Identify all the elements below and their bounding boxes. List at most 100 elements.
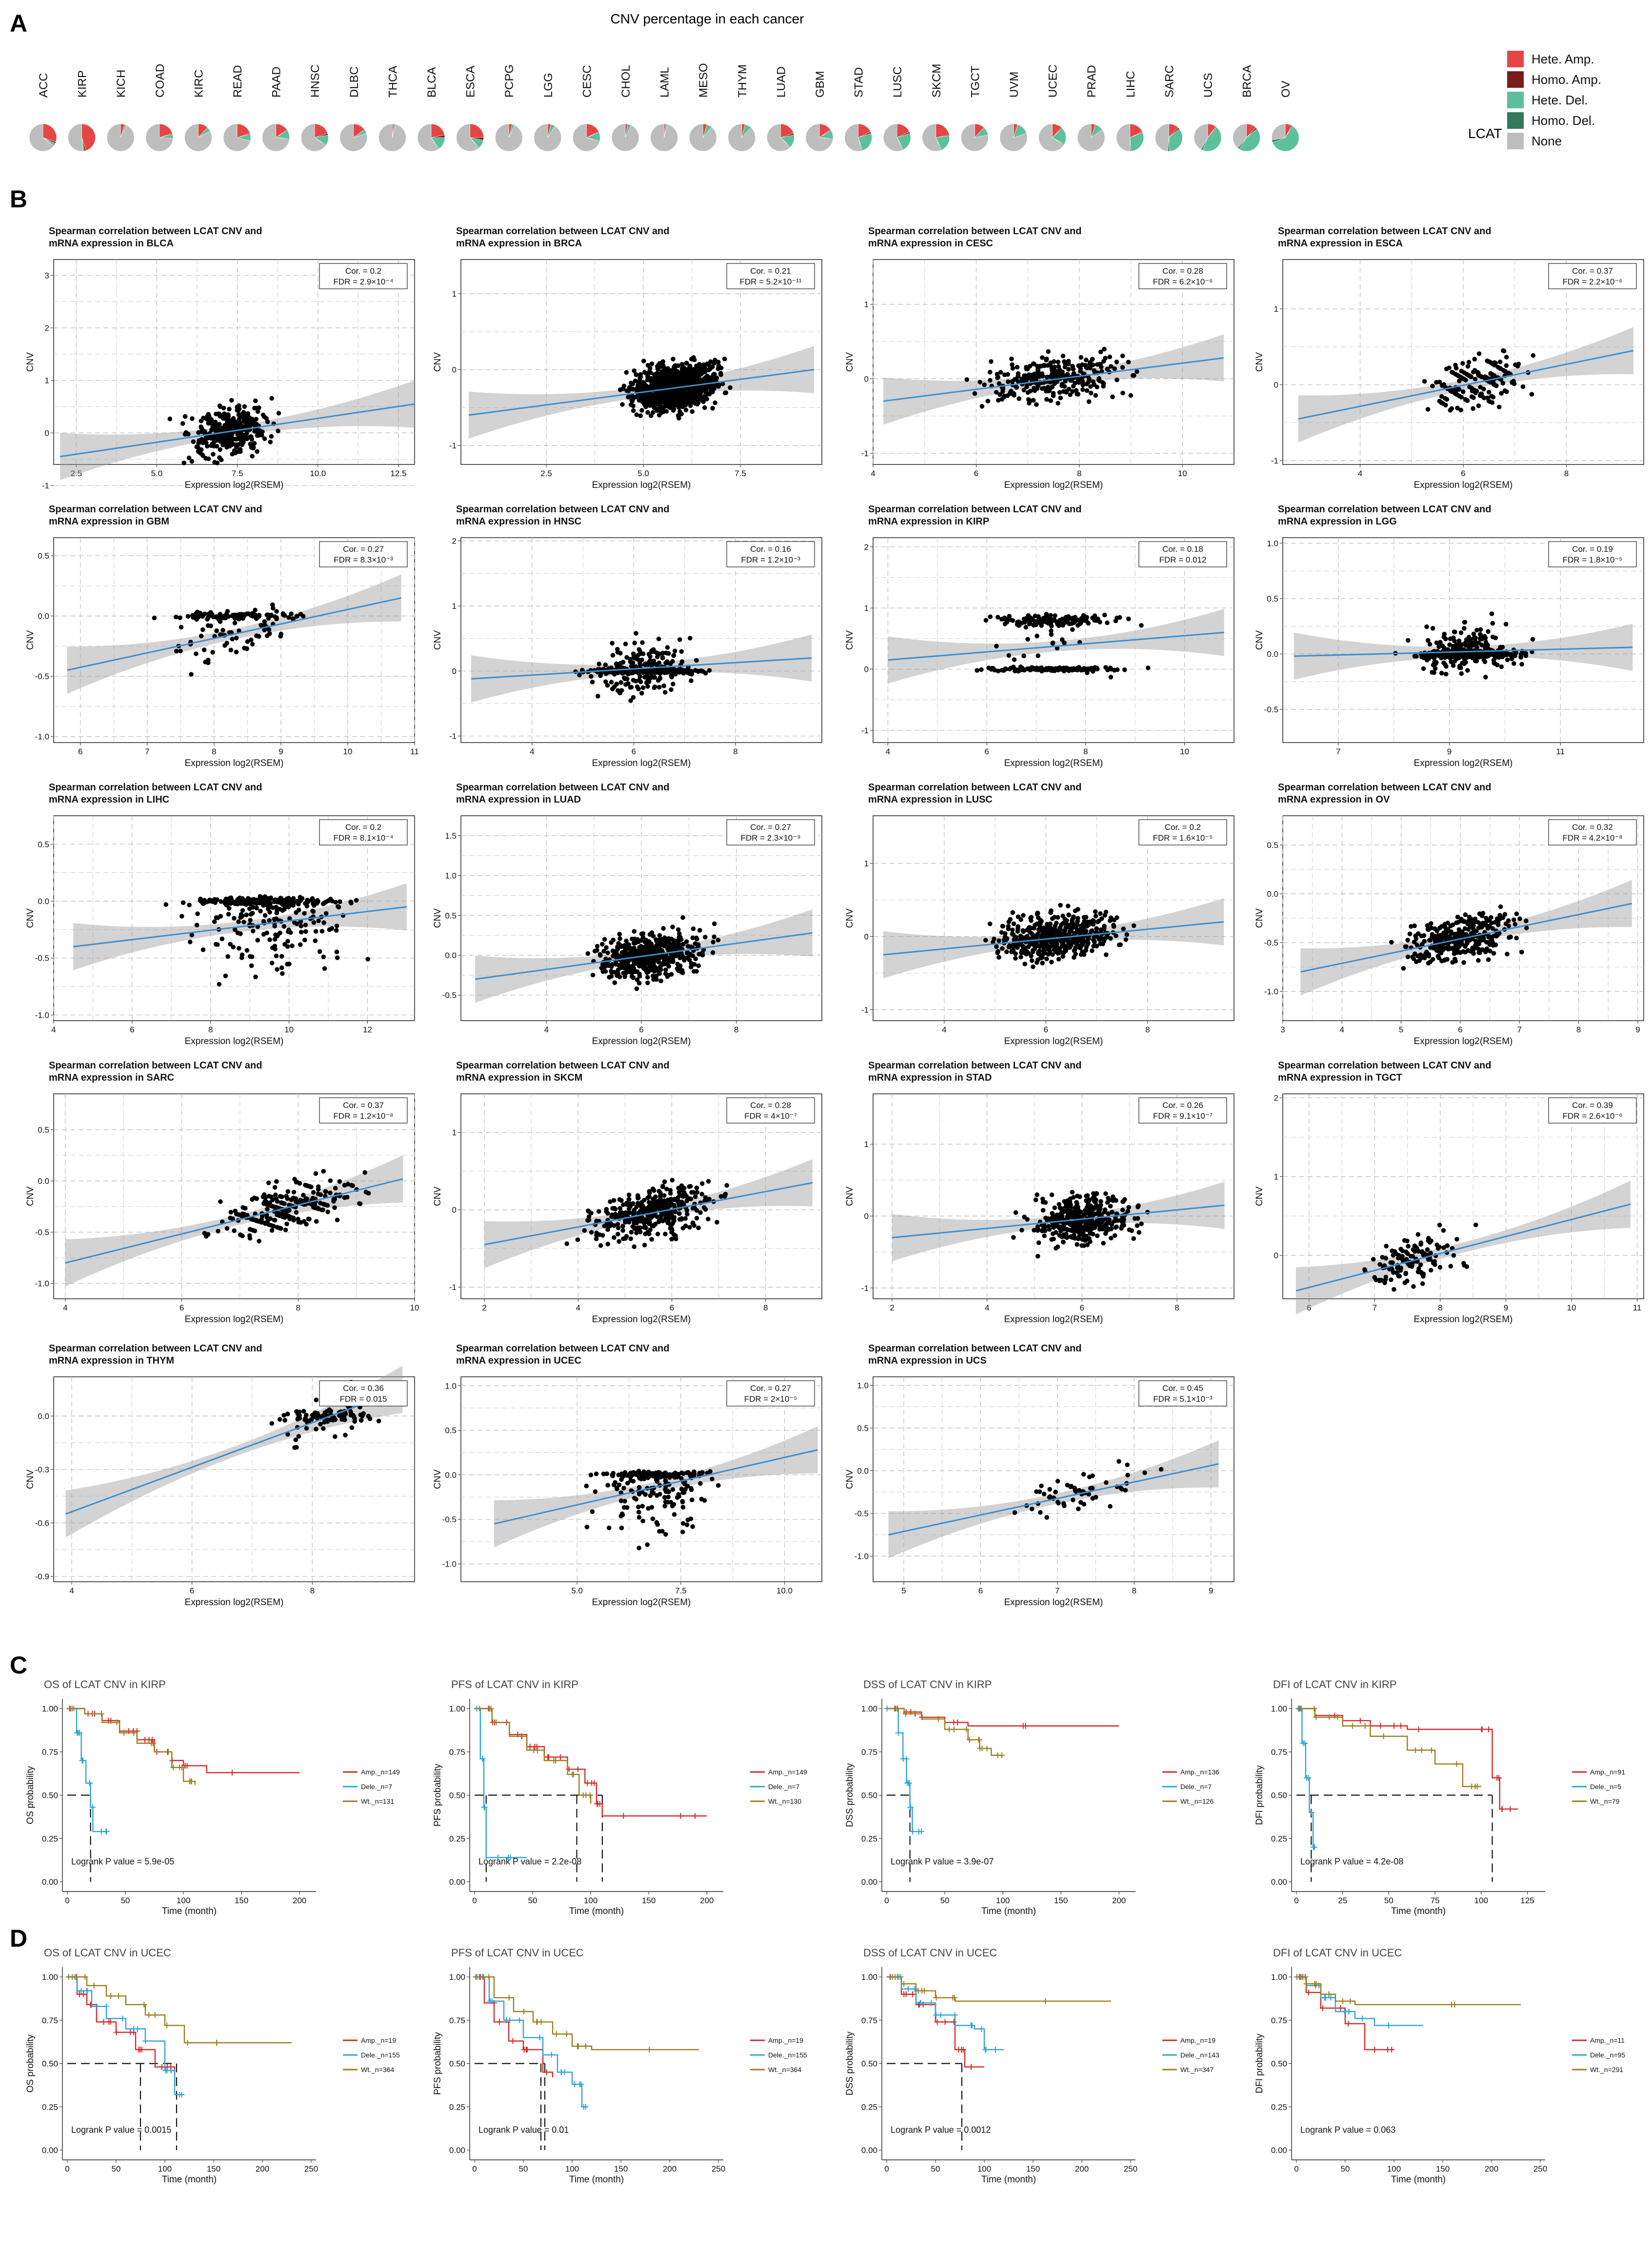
data-point [648, 395, 653, 400]
data-point [655, 400, 660, 405]
data-point [601, 965, 606, 969]
data-point [649, 413, 654, 418]
data-point [1146, 665, 1151, 670]
data-point [1075, 392, 1081, 397]
data-point [1016, 396, 1021, 401]
data-point [299, 896, 305, 901]
data-point [240, 908, 245, 913]
data-point [191, 439, 196, 444]
data-point [1078, 355, 1084, 360]
y-tick-label: 1 [1274, 304, 1278, 314]
y-tick-label: 2 [45, 323, 49, 333]
legend-label-hete-amp: Hete. Amp. [1532, 52, 1594, 66]
y-tick-label: 3 [45, 271, 49, 280]
data-point [661, 683, 666, 688]
data-point [163, 902, 169, 907]
data-point [628, 698, 633, 703]
data-point [227, 406, 232, 412]
data-point [1006, 379, 1011, 384]
data-point [194, 923, 199, 927]
data-point [249, 637, 254, 643]
data-point [1459, 368, 1464, 374]
data-point [1040, 616, 1046, 621]
data-point [693, 394, 697, 399]
y-tick-label: 2 [864, 543, 869, 552]
data-point [687, 385, 693, 391]
pie-label-meso: MESO [697, 63, 710, 98]
data-point [1085, 666, 1091, 671]
data-point [199, 633, 204, 639]
data-point [647, 402, 652, 406]
data-point [1040, 961, 1045, 966]
data-point [696, 377, 701, 383]
data-point [214, 915, 219, 920]
data-point [685, 371, 690, 376]
data-point [1057, 390, 1062, 395]
scatter-title-prefix: mRNA expression in [456, 516, 551, 527]
data-point [1024, 384, 1029, 389]
data-point [1490, 621, 1495, 626]
data-point [194, 611, 199, 616]
data-point [1025, 390, 1031, 395]
pie-label-coad: COAD [154, 64, 167, 98]
data-point [677, 416, 681, 421]
pie-label-brca: BRCA [1241, 65, 1254, 98]
data-point [214, 628, 219, 633]
data-point [674, 945, 679, 950]
pie-slice-thym-none [728, 123, 756, 152]
scatter-title-line2: mRNA expression in GBM [49, 516, 169, 527]
data-point [638, 944, 643, 949]
data-point [1486, 399, 1492, 403]
data-point [692, 357, 697, 362]
data-point [1035, 911, 1040, 917]
scatter-title-line2: mRNA expression in BLCA [49, 238, 174, 249]
stats-box [1138, 541, 1227, 567]
data-point [716, 360, 721, 364]
data-point [644, 384, 649, 390]
data-point [638, 372, 643, 377]
pie-slice-laml-none [650, 123, 678, 152]
x-axis-label: Expression log2(RSEM) [1004, 480, 1103, 490]
data-point [1013, 956, 1018, 961]
data-point [1008, 665, 1014, 671]
y-axis-label: CNV [25, 908, 36, 928]
x-tick-label: 10 [343, 747, 353, 756]
pie-slice-thca-none [378, 123, 406, 152]
data-point [1459, 671, 1464, 676]
data-point [1041, 362, 1047, 368]
data-point [237, 424, 242, 429]
data-point [1089, 390, 1094, 396]
data-point [1422, 379, 1427, 384]
data-point [223, 973, 228, 979]
data-point [227, 423, 232, 428]
pie-label-blca: BLCA [425, 67, 438, 98]
data-point [1489, 394, 1494, 399]
data-point [252, 612, 258, 617]
scatter-title-line1: Spearman correlation between LCAT CNV an… [49, 226, 262, 237]
data-point [298, 942, 303, 947]
data-point [1026, 944, 1031, 949]
pie-slice-acc-none [29, 123, 54, 152]
data-point [1483, 675, 1488, 680]
data-point [1069, 928, 1074, 934]
data-point [1084, 382, 1089, 386]
data-point [603, 679, 608, 685]
data-point [640, 640, 645, 645]
pie-label-sarc: SARC [1163, 65, 1176, 98]
data-point [1070, 389, 1075, 394]
data-point [995, 615, 1000, 620]
fit-line [1298, 350, 1634, 420]
pie-slice-prad-none [1077, 123, 1105, 152]
data-point [1031, 375, 1035, 380]
data-point [1021, 387, 1027, 393]
data-point [233, 450, 238, 456]
data-point [695, 365, 699, 370]
data-point [1511, 379, 1516, 384]
data-point [1022, 962, 1027, 966]
data-point [1509, 656, 1514, 662]
data-point [687, 365, 692, 370]
data-point [329, 926, 335, 931]
scatter-title-line2: mRNA expression in HNSC [456, 516, 581, 527]
x-tick-label: 5.0 [637, 469, 649, 478]
data-point [650, 973, 656, 979]
